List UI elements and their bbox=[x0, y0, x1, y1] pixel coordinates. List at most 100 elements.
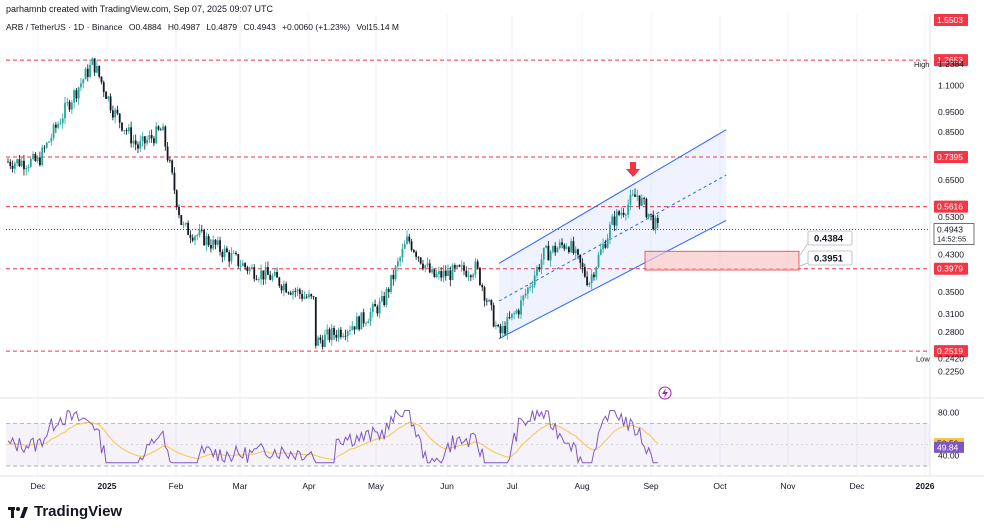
rsi-pane bbox=[0, 397, 984, 467]
candle-body-6 bbox=[20, 160, 23, 167]
candle-body-159 bbox=[369, 311, 372, 322]
candle-body-27 bbox=[68, 101, 71, 110]
candle-body-257 bbox=[593, 274, 595, 278]
price-tick-1: 0.9500 bbox=[938, 107, 964, 117]
candle-body-192 bbox=[444, 270, 447, 276]
candle-body-215 bbox=[497, 324, 500, 327]
candle-body-31 bbox=[77, 87, 80, 99]
candle-body-131 bbox=[305, 296, 308, 298]
candle-body-82 bbox=[194, 236, 196, 241]
candle-body-206 bbox=[476, 261, 479, 268]
candle-body-168 bbox=[390, 274, 392, 293]
price-tick-6: 0.3500 bbox=[938, 287, 964, 297]
candle-body-275 bbox=[634, 194, 636, 197]
candle-body-220 bbox=[508, 317, 511, 319]
candle-body-105 bbox=[246, 267, 249, 272]
candle-body-256 bbox=[590, 274, 593, 284]
candle-body-98 bbox=[230, 253, 233, 262]
support-zone bbox=[644, 250, 800, 271]
candle-body-193 bbox=[447, 270, 449, 276]
candle-body-121 bbox=[282, 283, 285, 291]
candle-body-62 bbox=[148, 135, 151, 140]
candle-body-74 bbox=[175, 190, 178, 207]
candle-body-114 bbox=[267, 267, 269, 275]
candle-body-252 bbox=[581, 262, 584, 268]
price-tick-5: 0.4300 bbox=[938, 250, 964, 260]
channel-lower bbox=[498, 220, 727, 340]
candle-body-249 bbox=[574, 249, 577, 254]
candle-body-132 bbox=[308, 294, 310, 298]
tradingview-brand[interactable]: TradingView bbox=[8, 503, 122, 520]
candle-body-250 bbox=[577, 249, 579, 255]
candle-body-153 bbox=[355, 316, 358, 330]
candle-body-255 bbox=[588, 283, 591, 286]
candle-body-75 bbox=[178, 206, 180, 216]
time-tick-11: Nov bbox=[780, 481, 796, 491]
candle-body-172 bbox=[399, 257, 402, 262]
candle-body-100 bbox=[235, 252, 237, 255]
symbol-info-bar: ARB / TetherUS · 1D · Binance O0.4884 H0… bbox=[6, 22, 403, 32]
candle-body-87 bbox=[205, 236, 208, 246]
candle-body-148 bbox=[344, 335, 347, 337]
callout-value-0: 0.4384 bbox=[814, 234, 844, 245]
time-tick-2: Feb bbox=[169, 481, 184, 491]
rsi-tick-1: 40.00 bbox=[938, 450, 960, 460]
candle-body-154 bbox=[358, 316, 361, 330]
candle-body-58 bbox=[139, 141, 142, 149]
candle-body-93 bbox=[219, 240, 221, 252]
candle-body-99 bbox=[232, 252, 235, 254]
candle-body-115 bbox=[269, 274, 272, 280]
candle-body-234 bbox=[540, 259, 543, 270]
callout-leader-1 bbox=[799, 262, 809, 267]
candle-body-39 bbox=[96, 65, 98, 73]
candle-body-68 bbox=[162, 126, 164, 131]
candle-body-272 bbox=[627, 204, 630, 215]
candle-body-12 bbox=[34, 154, 37, 161]
candle-body-260 bbox=[599, 249, 602, 255]
arrow-down-icon bbox=[626, 162, 640, 177]
candle-body-266 bbox=[613, 216, 616, 226]
top-price-tag bbox=[934, 14, 968, 26]
candle-body-209 bbox=[483, 287, 486, 301]
candle-body-213 bbox=[492, 305, 495, 327]
time-tick-5: May bbox=[368, 481, 385, 491]
candle-body-185 bbox=[428, 263, 431, 273]
candle-body-195 bbox=[451, 265, 454, 280]
candle-body-33 bbox=[82, 79, 85, 84]
candle-body-34 bbox=[84, 68, 87, 80]
candle-body-25 bbox=[64, 102, 66, 119]
price-axis: 1.2653 0.7395 0.5616 0.3979 0.2519 1.1000 0.95… bbox=[914, 14, 975, 476]
candle-body-196 bbox=[453, 265, 456, 268]
candle-body-171 bbox=[396, 261, 399, 267]
price-tick-3: 0.6500 bbox=[938, 175, 964, 185]
candle-body-188 bbox=[435, 274, 438, 277]
candle-body-70 bbox=[166, 146, 169, 161]
candle-body-217 bbox=[501, 325, 504, 334]
candle-body-180 bbox=[417, 256, 420, 258]
candle-body-83 bbox=[196, 235, 199, 237]
candle-body-125 bbox=[292, 290, 294, 295]
candle-body-199 bbox=[460, 265, 463, 267]
candle-body-26 bbox=[66, 101, 69, 103]
candle-body-88 bbox=[207, 236, 210, 246]
candle-body-110 bbox=[257, 279, 260, 280]
symbol-pair[interactable]: ARB / TetherUS · 1D · Binance bbox=[6, 22, 123, 32]
candle-body-228 bbox=[526, 287, 529, 294]
level-tag-1 bbox=[934, 150, 968, 163]
candle-body-73 bbox=[173, 172, 176, 191]
candle-body-52 bbox=[125, 130, 128, 132]
last-price-value: 0.4943 bbox=[937, 225, 963, 235]
level-value-0: 1.2653 bbox=[937, 55, 963, 65]
candle-body-19 bbox=[50, 137, 53, 142]
candle-body-251 bbox=[579, 254, 582, 263]
candle-body-1 bbox=[9, 161, 12, 166]
candle-body-63 bbox=[150, 135, 153, 139]
candle-body-261 bbox=[602, 243, 604, 250]
candle-body-9 bbox=[27, 166, 30, 169]
candle-body-51 bbox=[123, 130, 126, 132]
chart-annotations: 0.4384 0.3951 bbox=[626, 162, 853, 400]
candle-body-112 bbox=[262, 270, 265, 280]
candle-body-218 bbox=[504, 325, 506, 334]
candle-body-79 bbox=[187, 222, 190, 235]
